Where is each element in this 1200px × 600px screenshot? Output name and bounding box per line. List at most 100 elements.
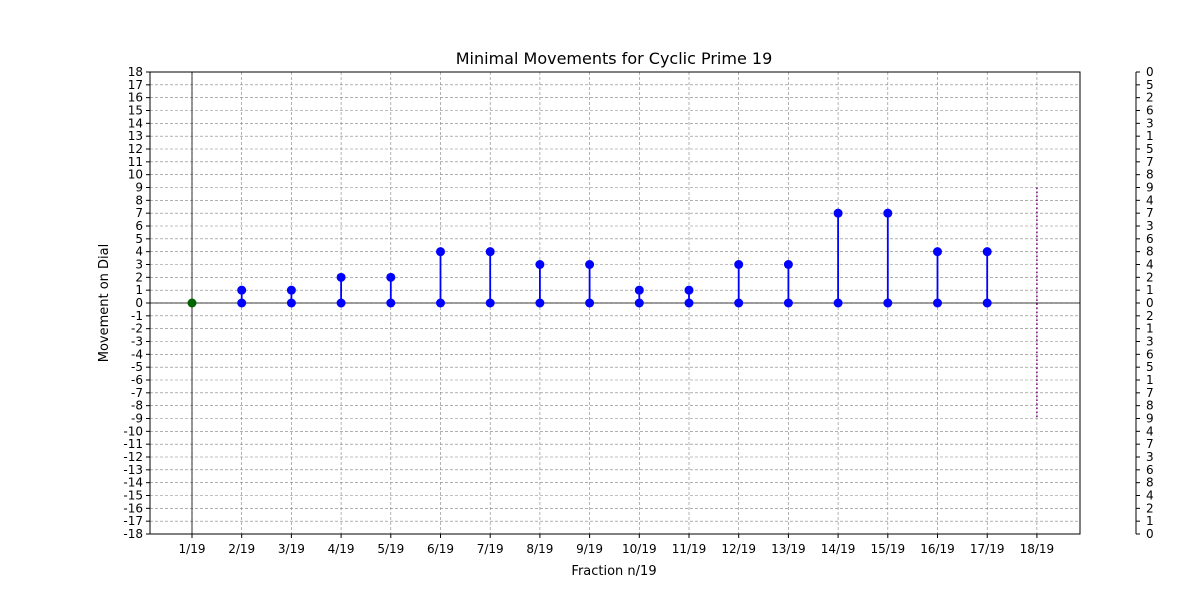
stem-top-point	[634, 285, 644, 295]
stem-top-point	[833, 208, 843, 218]
y-tick-label: 2	[135, 270, 143, 284]
plot-area	[150, 72, 1080, 534]
y-axis-label: Movement on Dial	[97, 244, 112, 363]
right-y-tick-label: 1	[1146, 283, 1154, 297]
right-y-tick-label: 1	[1146, 514, 1154, 528]
right-y-tick-label: 3	[1146, 450, 1154, 464]
chart-title: Minimal Movements for Cyclic Prime 19	[456, 49, 773, 68]
right-y-tick-label: 5	[1146, 142, 1154, 156]
x-tick-label: 4/19	[328, 542, 355, 556]
y-tick-label: -3	[131, 335, 143, 349]
y-tick-label: -8	[131, 399, 143, 413]
y-tick-label: -7	[131, 386, 143, 400]
y-tick-label: -12	[123, 450, 143, 464]
stem-top-point	[485, 247, 495, 257]
stem-base-point	[535, 298, 545, 308]
y-tick-label: 14	[128, 116, 143, 130]
y-tick-label: 3	[135, 258, 143, 272]
stem-top-point	[783, 260, 793, 269]
x-tick-label: 10/19	[622, 542, 657, 556]
y-tick-label: 1	[135, 283, 143, 297]
right-y-tick-label: 7	[1146, 437, 1154, 451]
right-y-tick-label: 0	[1146, 527, 1154, 541]
y-tick-label: 15	[128, 104, 143, 118]
stem-base-point	[783, 298, 793, 308]
y-tick-label: -1	[131, 309, 143, 323]
right-y-tick-label: 7	[1146, 155, 1154, 169]
y-tick-label: -13	[123, 463, 143, 477]
y-tick-label: 17	[128, 78, 143, 92]
right-y-tick-label: 8	[1146, 168, 1154, 182]
stem-base-point	[982, 298, 992, 308]
right-y-tick-label: 9	[1146, 181, 1154, 195]
stem-top-point	[734, 260, 744, 269]
stem-base-point	[386, 298, 396, 308]
x-tick-label: 8/19	[526, 542, 553, 556]
right-y-tick-label: 2	[1146, 91, 1154, 105]
right-y-tick-label: 6	[1146, 104, 1154, 118]
stem-base-point	[933, 298, 942, 308]
y-tick-label: -11	[123, 437, 143, 451]
stem-top-point	[585, 260, 595, 269]
right-y-tick-label: 8	[1146, 476, 1154, 490]
x-tick-label: 12/19	[721, 542, 756, 556]
right-y-tick-label: 5	[1146, 78, 1154, 92]
y-tick-label: 4	[135, 245, 143, 259]
x-tick-label: 15/19	[871, 542, 906, 556]
right-y-tick-label: 7	[1146, 206, 1154, 220]
x-tick-label: 14/19	[821, 542, 856, 556]
right-y-tick-label: 8	[1146, 399, 1154, 413]
x-tick-label: 5/19	[377, 542, 404, 556]
y-tick-label: -10	[123, 424, 143, 438]
y-tick-label: 0	[135, 296, 143, 310]
right-y-tick-label: 3	[1146, 116, 1154, 130]
y-tick-label: 8	[135, 193, 143, 207]
y-tick-label: -16	[123, 501, 143, 515]
x-tick-label: 11/19	[672, 542, 707, 556]
stem-top-point	[933, 247, 942, 257]
x-tick-label: 1/19	[179, 542, 206, 556]
stem-top-point	[286, 285, 296, 295]
stem-top-point	[386, 272, 396, 282]
x-tick-label: 7/19	[477, 542, 504, 556]
right-y-tick-label: 3	[1146, 335, 1154, 349]
y-tick-label: 11	[128, 155, 143, 169]
y-tick-label: -2	[131, 322, 143, 336]
x-axis: 1/19 2/19 3/19 4/19 5/19 6/19 7/19 8/19 9/19 10/1…	[179, 534, 1055, 556]
y-tick-label: -4	[131, 347, 143, 361]
y-tick-label: 16	[128, 91, 143, 105]
right-y-tick-label: 3	[1146, 219, 1154, 233]
x-tick-label: 17/19	[970, 542, 1005, 556]
right-y-tick-label: 5	[1146, 360, 1154, 374]
stem-top-point	[684, 285, 694, 295]
y-tick-label: -17	[123, 514, 143, 528]
stem-base-point	[883, 298, 893, 308]
right-y-tick-label: 0	[1146, 65, 1154, 79]
y-tick-label: -15	[123, 489, 143, 503]
stem-base-point	[436, 298, 445, 308]
stem-base-point	[734, 298, 744, 308]
x-tick-label: 18/19	[1020, 542, 1055, 556]
y-tick-label: 10	[128, 168, 143, 182]
x-tick-label: 16/19	[920, 542, 955, 556]
x-tick-label: 6/19	[427, 542, 454, 556]
right-y-tick-label: 0	[1146, 296, 1154, 310]
y-tick-label: 18	[128, 65, 143, 79]
right-y-tick-label: 4	[1146, 424, 1154, 438]
stem-top-point	[436, 247, 445, 257]
right-y-tick-label: 6	[1146, 347, 1154, 361]
right-y-tick-label: 2	[1146, 501, 1154, 515]
y-tick-label: 6	[135, 219, 143, 233]
stem-base-point	[336, 298, 346, 308]
stem-base-point	[485, 298, 495, 308]
right-y-tick-label: 6	[1146, 232, 1154, 246]
right-y-tick-label: 1	[1146, 129, 1154, 143]
right-y-tick-label: 6	[1146, 463, 1154, 477]
x-tick-label: 3/19	[278, 542, 305, 556]
right-y-tick-label: 2	[1146, 270, 1154, 284]
x-tick-label: 2/19	[228, 542, 255, 556]
y-tick-label: 7	[135, 206, 143, 220]
y-tick-label: 5	[135, 232, 143, 246]
